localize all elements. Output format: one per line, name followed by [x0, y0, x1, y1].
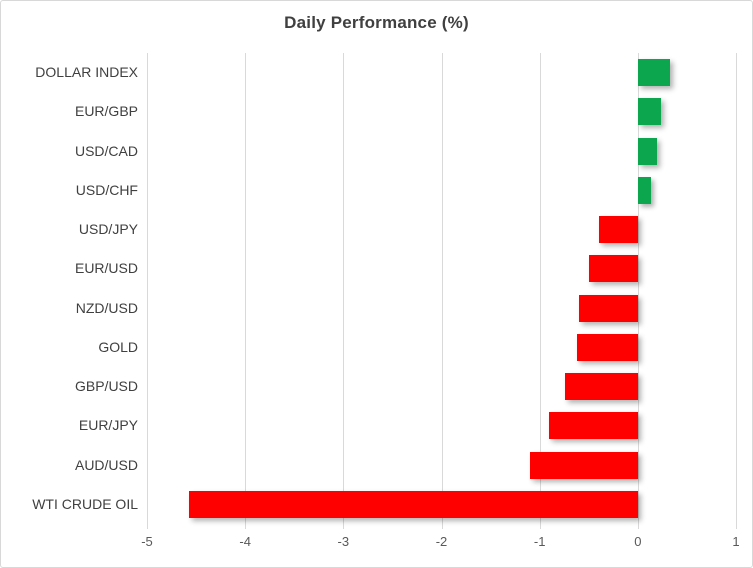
x-tick-label: -2 [435, 534, 448, 549]
bar-wti-crude-oil [189, 490, 638, 518]
category-label: NZD/USD [75, 299, 138, 316]
gridline-x--2 [441, 53, 443, 529]
bar-eur-jpy [549, 412, 638, 440]
gridline-x--4 [245, 53, 247, 529]
category-label: WTI CRUDE OIL [32, 495, 138, 512]
category-label: USD/CHF [75, 181, 138, 198]
category-label: EUR/USD [74, 260, 138, 277]
bar-usd-chf [637, 176, 651, 204]
x-tick-label: -4 [239, 534, 251, 549]
bar-dollar-index [637, 59, 671, 87]
bar-eur-usd [588, 255, 638, 283]
gridline-x-0 [637, 53, 639, 529]
bar-gold [576, 333, 638, 361]
bar-usd-cad [637, 137, 658, 165]
x-tick-label: -1 [533, 534, 546, 549]
bar-nzd-usd [578, 294, 638, 322]
category-label: USD/JPY [78, 221, 138, 237]
category-label: DOLLAR INDEX [35, 64, 138, 80]
bar-aud-usd [529, 451, 638, 479]
category-label: EUR/GBP [74, 103, 138, 120]
bar-usd-jpy [598, 216, 638, 244]
bar-gbp-usd [565, 373, 638, 401]
plot-area [147, 53, 737, 529]
gridline-x-1 [736, 53, 737, 529]
category-label: GOLD [98, 338, 138, 355]
x-tick-label: -5 [141, 534, 153, 549]
gridline-x--1 [539, 53, 541, 529]
category-label: EUR/JPY [78, 417, 138, 434]
x-tick-label: -3 [337, 534, 350, 549]
x-tick-label: 1 [732, 534, 740, 549]
x-tick-label: 0 [634, 534, 642, 549]
chart-title: Daily Performance (%) [284, 13, 469, 32]
bar-eur-gbp [637, 98, 662, 126]
category-label: GBP/USD [74, 378, 138, 394]
category-label: USD/CAD [74, 142, 138, 159]
gridline-x--5 [147, 53, 148, 529]
gridline-x--3 [343, 53, 345, 529]
category-label: AUD/USD [74, 456, 138, 473]
